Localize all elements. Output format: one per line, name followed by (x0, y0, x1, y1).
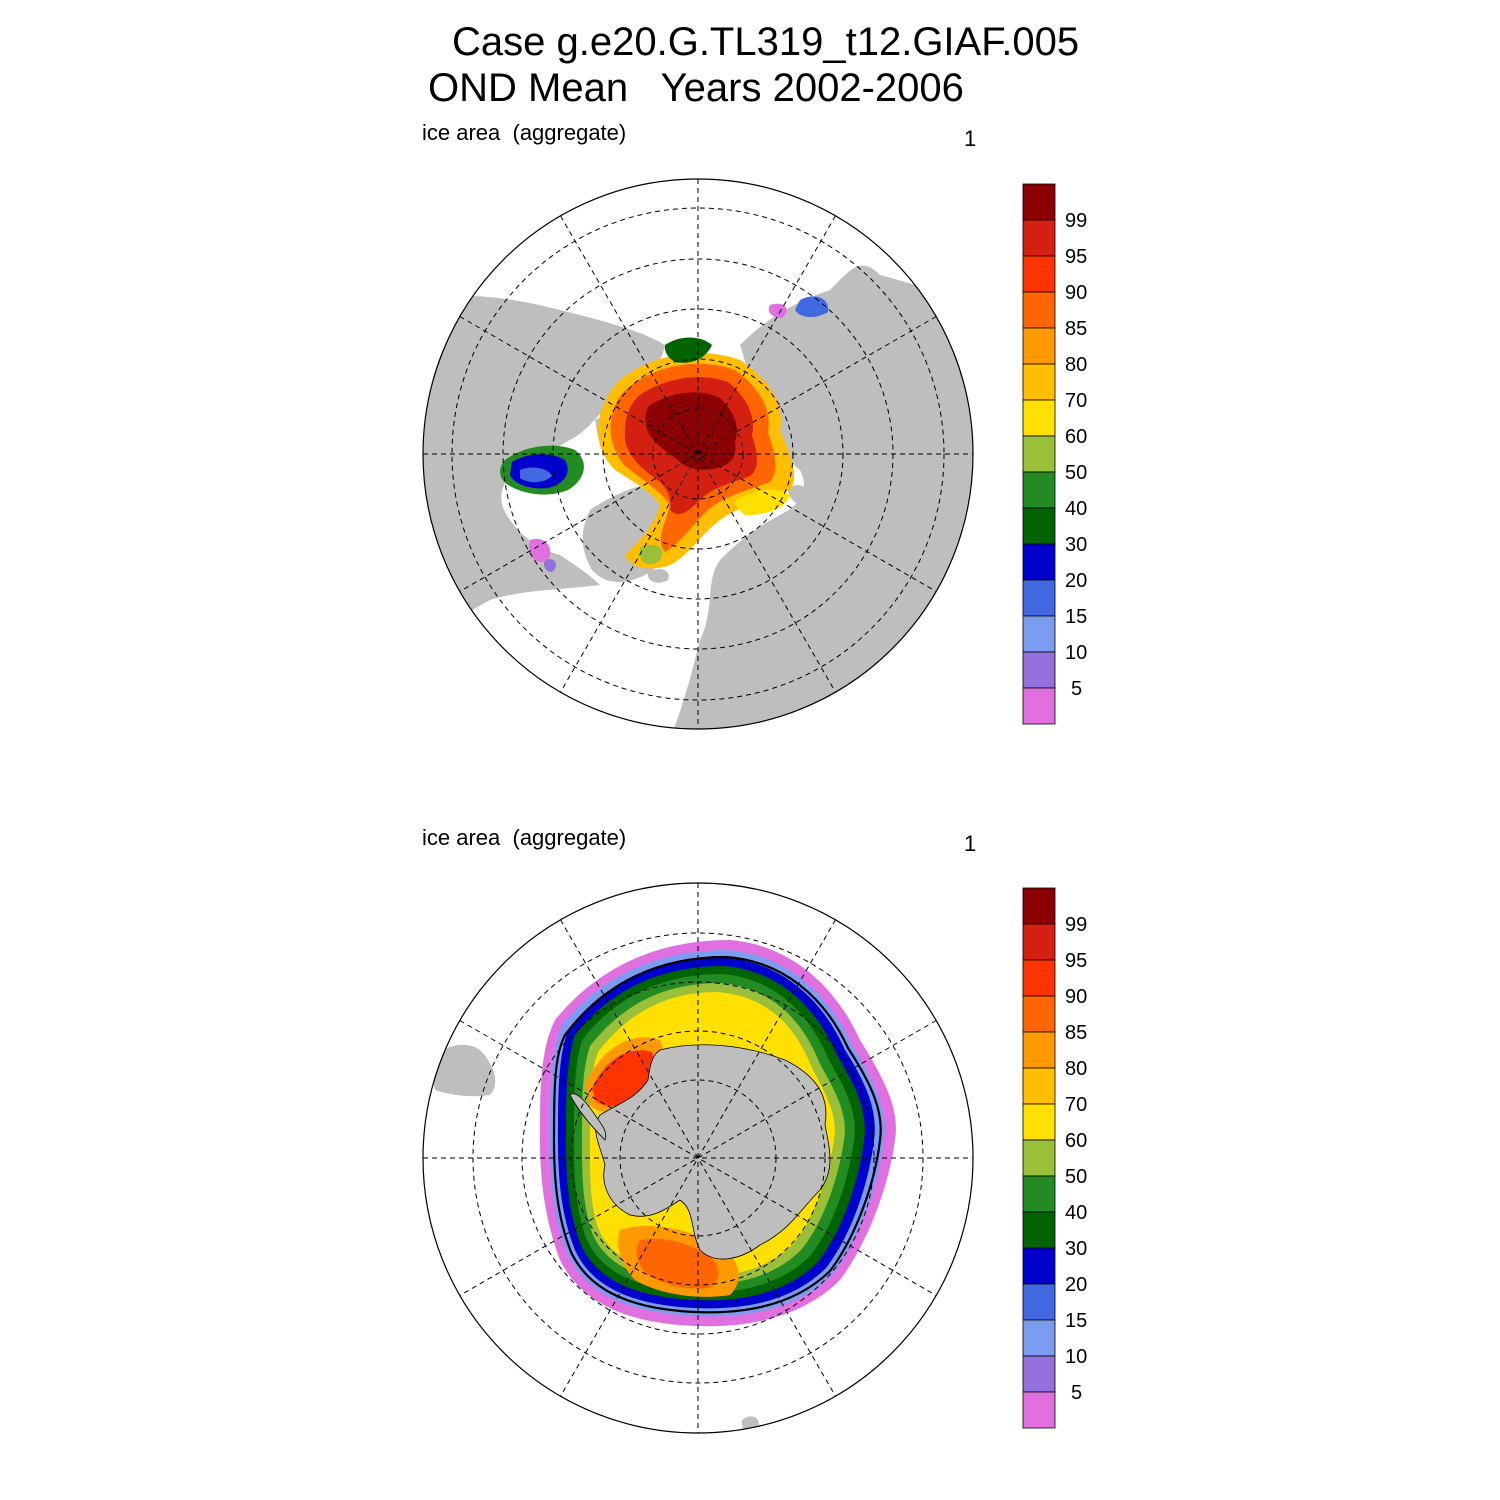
north-colorbar-box (1022, 651, 1056, 689)
south-colorbar-box (1022, 1031, 1056, 1069)
north-colorbar-label: 90 (1065, 282, 1087, 304)
south-colorbar-label: 70 (1065, 1094, 1087, 1116)
figure-title-period: OND Mean Years 2002-2006 (428, 66, 964, 110)
figure-title-case: Case g.e20.G.TL319_t12.GIAF.005 (452, 20, 1080, 64)
north-colorbar-label: 20 (1065, 570, 1087, 592)
north-colorbar-box (1022, 291, 1056, 329)
north-colorbar-box (1022, 471, 1056, 509)
north-colorbar-label: 60 (1065, 426, 1087, 448)
south-panel-label: ice area (aggregate) (422, 825, 627, 850)
north-colorbar: 99 95 90 85 80 70 60 50 40 30 20 15 10 5 (1022, 183, 1087, 725)
south-colorbar-box (1022, 1211, 1056, 1249)
north-colorbar-label: 85 (1065, 318, 1087, 340)
north-colorbar-box (1022, 399, 1056, 437)
south-colorbar-box (1022, 923, 1056, 961)
south-polar-map (422, 882, 974, 1434)
south-colorbar-label: 95 (1065, 950, 1087, 972)
north-colorbar-box (1022, 183, 1056, 221)
north-colorbar-label: 30 (1065, 534, 1087, 556)
south-colorbar-box (1022, 1283, 1056, 1321)
north-colorbar-label: 70 (1065, 390, 1087, 412)
north-colorbar-label: 95 (1065, 246, 1087, 268)
south-colorbar-box (1022, 1391, 1056, 1429)
north-colorbar-box (1022, 327, 1056, 365)
north-colorbar-box (1022, 219, 1056, 257)
south-colorbar-label: 20 (1065, 1274, 1087, 1296)
south-colorbar-box (1022, 995, 1056, 1033)
south-map-border (422, 882, 974, 1434)
north-colorbar-box (1022, 255, 1056, 293)
north-colorbar-box (1022, 435, 1056, 473)
south-colorbar-label: 10 (1065, 1346, 1087, 1368)
south-colorbar-box (1022, 1067, 1056, 1105)
north-colorbar-label: 50 (1065, 462, 1087, 484)
north-colorbar-box (1022, 615, 1056, 653)
north-panel-units: 1 (964, 126, 977, 151)
south-colorbar-box (1022, 1319, 1056, 1357)
south-colorbar: 99 95 90 85 80 70 60 50 40 30 20 15 10 5 (1022, 887, 1087, 1429)
north-panel-label: ice area (aggregate) (422, 120, 627, 145)
south-meridian-grid (423, 883, 973, 1433)
north-colorbar-box (1022, 363, 1056, 401)
south-colorbar-label: 15 (1065, 1310, 1087, 1332)
north-meridian-grid (423, 179, 973, 729)
north-colorbar-label: 80 (1065, 354, 1087, 376)
south-colorbar-label: 50 (1065, 1166, 1087, 1188)
south-colorbar-box (1022, 1103, 1056, 1141)
north-colorbar-box (1022, 507, 1056, 545)
north-colorbar-box (1022, 687, 1056, 725)
north-colorbar-label: 99 (1065, 210, 1087, 232)
north-colorbar-box (1022, 579, 1056, 617)
south-america-tip (430, 1044, 496, 1097)
north-colorbar-label: 15 (1065, 606, 1087, 628)
south-colorbar-label: 60 (1065, 1130, 1087, 1152)
north-colorbar-box (1022, 543, 1056, 581)
south-colorbar-label: 5 (1071, 1382, 1082, 1404)
north-colorbar-label: 5 (1071, 678, 1082, 700)
south-colorbar-box (1022, 1355, 1056, 1393)
south-colorbar-box (1022, 959, 1056, 997)
north-polar-map (422, 178, 974, 730)
south-colorbar-label: 90 (1065, 986, 1087, 1008)
south-colorbar-label: 40 (1065, 1202, 1087, 1224)
south-panel-units: 1 (964, 831, 977, 856)
north-colorbar-label: 40 (1065, 498, 1087, 520)
north-colorbar-label: 10 (1065, 642, 1087, 664)
south-colorbar-box (1022, 1247, 1056, 1285)
north-map-border (422, 178, 974, 730)
south-colorbar-box (1022, 1139, 1056, 1177)
south-colorbar-label: 80 (1065, 1058, 1087, 1080)
south-colorbar-box (1022, 1175, 1056, 1213)
south-colorbar-label: 30 (1065, 1238, 1087, 1260)
south-colorbar-box (1022, 887, 1056, 925)
arctic-sea-ice (529, 296, 829, 572)
south-colorbar-label: 85 (1065, 1022, 1087, 1044)
south-colorbar-label: 99 (1065, 914, 1087, 936)
